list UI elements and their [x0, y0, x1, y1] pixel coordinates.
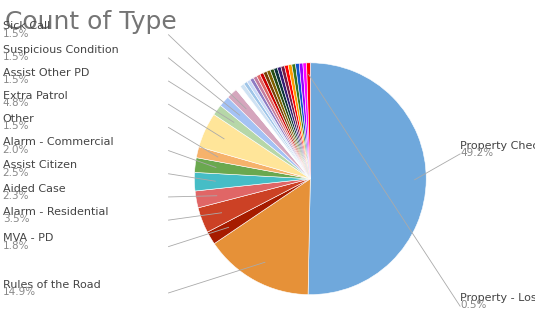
Wedge shape [263, 71, 310, 179]
Wedge shape [199, 115, 310, 179]
Text: Property Check: Property Check [460, 141, 535, 151]
Wedge shape [308, 63, 426, 295]
Wedge shape [250, 78, 310, 179]
Wedge shape [236, 86, 310, 179]
Wedge shape [214, 179, 310, 295]
Wedge shape [260, 73, 310, 179]
Text: Other: Other [3, 114, 34, 124]
Wedge shape [240, 84, 310, 179]
Wedge shape [292, 64, 310, 179]
Wedge shape [257, 74, 310, 179]
Text: 2.3%: 2.3% [3, 191, 29, 201]
Wedge shape [214, 106, 310, 179]
Text: 3.5%: 3.5% [3, 214, 29, 224]
Wedge shape [195, 179, 310, 208]
Wedge shape [220, 97, 310, 179]
Text: 1.5%: 1.5% [3, 52, 29, 62]
Wedge shape [247, 80, 310, 179]
Wedge shape [195, 158, 310, 179]
Wedge shape [196, 147, 310, 179]
Text: Assist Other PD: Assist Other PD [3, 68, 89, 78]
Text: Assist Citizen: Assist Citizen [3, 161, 77, 170]
Wedge shape [228, 90, 310, 179]
Text: Property - Lost: Property - Lost [460, 293, 535, 303]
Text: Alarm - Commercial: Alarm - Commercial [3, 137, 113, 147]
Wedge shape [270, 69, 310, 179]
Wedge shape [277, 67, 310, 179]
Text: Count of Type: Count of Type [5, 10, 177, 34]
Text: Alarm - Residential: Alarm - Residential [3, 207, 108, 217]
Text: Rules of the Road: Rules of the Road [3, 280, 101, 290]
Text: 14.9%: 14.9% [3, 287, 36, 297]
Text: 1.5%: 1.5% [3, 75, 29, 85]
Wedge shape [253, 76, 310, 179]
Wedge shape [244, 82, 310, 179]
Wedge shape [281, 66, 310, 179]
Text: Suspicious Condition: Suspicious Condition [3, 45, 118, 55]
Text: 2.5%: 2.5% [3, 168, 29, 178]
Wedge shape [274, 68, 310, 179]
Wedge shape [303, 63, 310, 179]
Wedge shape [267, 70, 310, 179]
Wedge shape [307, 63, 310, 179]
Wedge shape [194, 172, 310, 191]
Wedge shape [285, 65, 310, 179]
Text: MVA - PD: MVA - PD [3, 233, 53, 243]
Text: 49.2%: 49.2% [460, 148, 493, 158]
Text: 2.0%: 2.0% [3, 145, 29, 155]
Text: Aided Case: Aided Case [3, 184, 65, 194]
Text: 1.5%: 1.5% [3, 121, 29, 131]
Text: 0.5%: 0.5% [460, 300, 486, 310]
Text: 1.8%: 1.8% [3, 241, 29, 251]
Wedge shape [208, 179, 310, 244]
Wedge shape [299, 63, 310, 179]
Text: Sick Call: Sick Call [3, 22, 50, 31]
Wedge shape [198, 179, 310, 232]
Wedge shape [295, 63, 310, 179]
Text: 1.5%: 1.5% [3, 29, 29, 39]
Text: Extra Patrol: Extra Patrol [3, 91, 67, 101]
Wedge shape [288, 64, 310, 179]
Text: 4.8%: 4.8% [3, 98, 29, 108]
